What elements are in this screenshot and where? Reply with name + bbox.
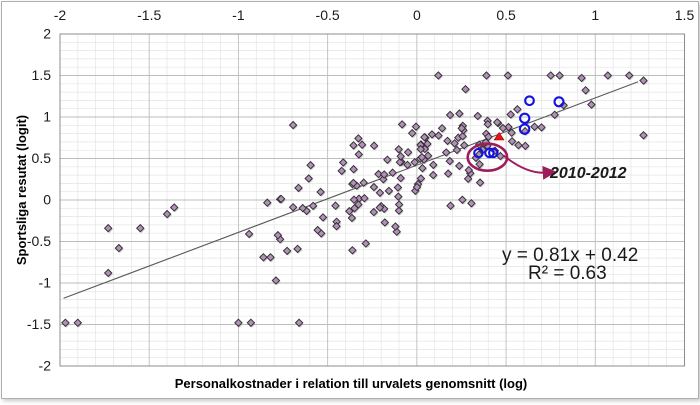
svg-text:1.5: 1.5: [675, 7, 695, 23]
svg-text:0.5: 0.5: [496, 7, 516, 23]
svg-text:1: 1: [591, 7, 599, 23]
svg-text:2010-2012: 2010-2012: [549, 165, 627, 182]
svg-text:0: 0: [43, 192, 51, 208]
svg-text:-1: -1: [232, 7, 245, 23]
svg-text:2: 2: [43, 26, 51, 42]
svg-text:-2: -2: [39, 358, 52, 374]
svg-text:0: 0: [413, 7, 421, 23]
svg-text:R² = 0.63: R² = 0.63: [528, 263, 607, 284]
svg-text:-2: -2: [54, 7, 67, 23]
svg-text:0.5: 0.5: [32, 150, 52, 166]
svg-text:1.5: 1.5: [32, 67, 52, 83]
svg-text:-1: -1: [39, 275, 52, 291]
svg-text:1: 1: [43, 109, 51, 125]
svg-text:-1.5: -1.5: [137, 7, 161, 23]
svg-text:-0.5: -0.5: [316, 7, 340, 23]
